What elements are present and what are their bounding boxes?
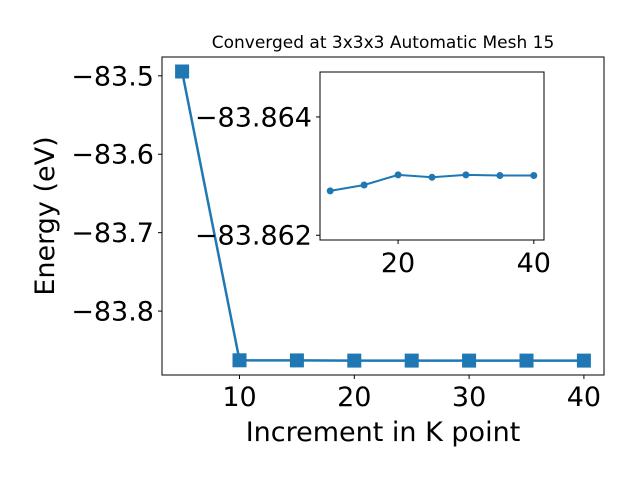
main-x-ticks: 10 20 30 40 <box>222 375 601 413</box>
main-series-line <box>180 71 584 362</box>
inset-point-4 <box>462 171 470 179</box>
inset-y-tick-label: −83.862 <box>195 221 312 252</box>
main-point-4 <box>404 353 419 368</box>
main-x-tick-label: 40 <box>567 382 601 413</box>
inset-x-tick-label: 20 <box>381 248 415 279</box>
inset-point-5 <box>496 172 504 179</box>
main-x-tick-label: 10 <box>222 382 256 413</box>
inset-point-3 <box>428 173 436 181</box>
inset-point-6 <box>530 172 538 179</box>
inset-plot: 20 40 −83.864−83.862 <box>195 71 551 279</box>
main-y-tick-label: −83.6 <box>71 140 154 171</box>
main-point-5 <box>462 353 477 368</box>
main-x-tick-label: 20 <box>337 382 371 413</box>
inset-point-2 <box>394 171 402 179</box>
main-series-layer <box>175 64 591 368</box>
y-axis-label: Energy (eV) <box>30 136 61 295</box>
main-y-tick-label: −83.5 <box>71 61 154 92</box>
main-point-3 <box>347 353 362 368</box>
inset-point-1 <box>360 181 368 189</box>
inset-x-ticks: 20 40 <box>381 240 551 279</box>
main-plot: 10 20 30 40 −83.5 −83.6 −83.7 −83.8 <box>71 56 605 413</box>
x-axis-label: Increment in K point <box>246 417 521 448</box>
main-point-1 <box>232 353 247 368</box>
main-point-0 <box>175 64 190 79</box>
main-plot-frame <box>161 56 605 376</box>
main-y-tick-label: −83.7 <box>71 218 154 249</box>
inset-y-tick-label: −83.864 <box>195 102 312 133</box>
inset-plot-frame <box>319 71 545 241</box>
main-x-tick-label: 30 <box>452 382 486 413</box>
inset-point-0 <box>326 187 334 195</box>
inset-x-tick-label: 40 <box>517 248 551 279</box>
main-point-7 <box>576 353 591 368</box>
main-y-tick-label: −83.8 <box>71 297 154 328</box>
inset-series-layer <box>326 171 538 195</box>
inset-y-ticks: −83.864 −83.862 <box>195 102 320 252</box>
main-y-ticks: −83.5 −83.6 −83.7 −83.8 <box>71 61 162 328</box>
main-point-6 <box>519 353 534 368</box>
main-point-2 <box>289 353 304 368</box>
chart-title: Converged at 3x3x3 Automatic Mesh 15 <box>212 33 555 53</box>
